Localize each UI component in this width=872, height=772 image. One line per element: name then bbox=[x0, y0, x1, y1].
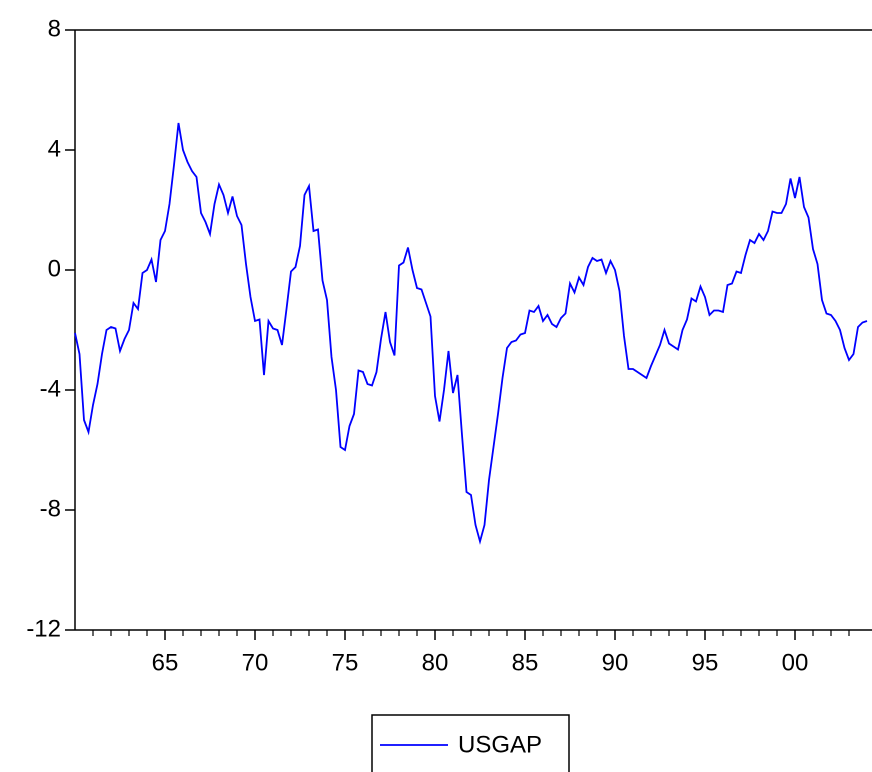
legend-box bbox=[371, 714, 570, 772]
x-tick-label: 95 bbox=[692, 649, 719, 676]
x-tick-label: 80 bbox=[422, 649, 449, 676]
x-tick-label: 75 bbox=[332, 649, 359, 676]
x-tick-label: 85 bbox=[512, 649, 539, 676]
x-tick-label: 00 bbox=[782, 649, 809, 676]
legend-label: USGAP bbox=[458, 731, 542, 758]
y-tick-label: -8 bbox=[40, 495, 61, 522]
x-tick-label: 70 bbox=[242, 649, 269, 676]
x-tick-label: 65 bbox=[152, 649, 179, 676]
y-tick-label: -4 bbox=[40, 375, 61, 402]
y-tick-label: 8 bbox=[48, 15, 61, 42]
x-tick-label: 90 bbox=[602, 649, 629, 676]
y-tick-label: 0 bbox=[48, 255, 61, 282]
y-tick-label: -12 bbox=[26, 615, 61, 642]
y-tick-label: 4 bbox=[48, 135, 61, 162]
series-line bbox=[74, 122, 868, 545]
